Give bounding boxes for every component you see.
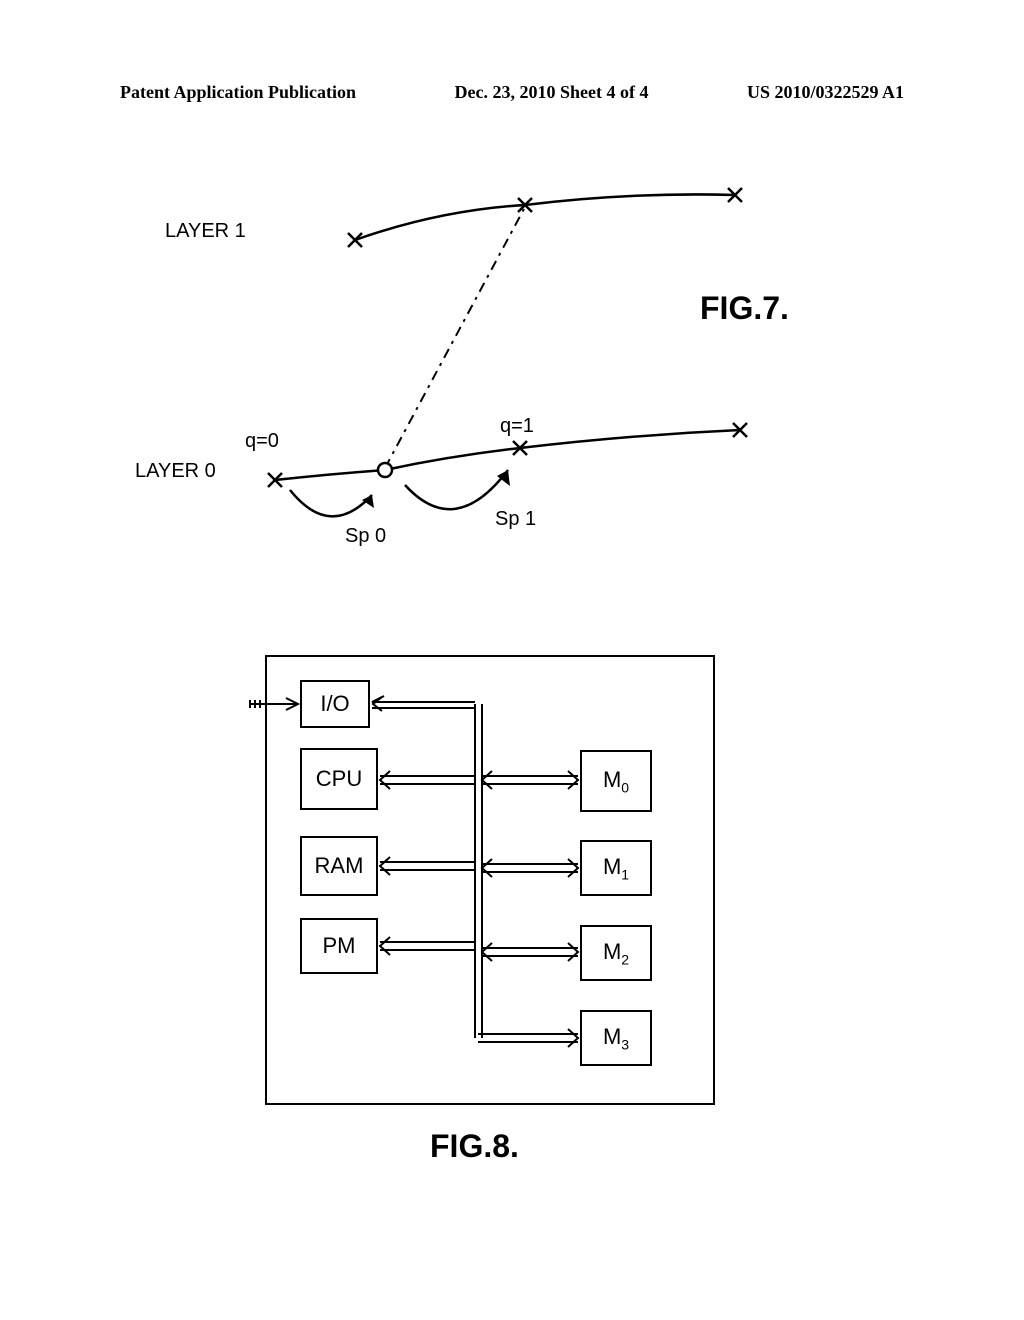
layer0-label: LAYER 0: [135, 460, 216, 483]
m0-text: M0: [603, 767, 629, 795]
m2-block: M2: [580, 925, 652, 981]
q0-label: q=0: [245, 430, 279, 453]
fig7-label: FIG.7.: [700, 290, 789, 327]
m3-text: M3: [603, 1024, 629, 1052]
m2-text: M2: [603, 939, 629, 967]
m1-block: M1: [580, 840, 652, 896]
pm-text: PM: [323, 933, 356, 959]
layer1-label: LAYER 1: [165, 220, 246, 243]
sp1-label: Sp 1: [495, 508, 536, 531]
cpu-block: CPU: [300, 748, 378, 810]
m3-block: M3: [580, 1010, 652, 1066]
io-block: I/O: [300, 680, 370, 728]
m1-text: M1: [603, 854, 629, 882]
q1-label: q=1: [500, 415, 534, 438]
fig8-label: FIG.8.: [430, 1128, 519, 1165]
sp0-label: Sp 0: [345, 525, 386, 548]
ram-text: RAM: [315, 853, 364, 879]
m0-block: M0: [580, 750, 652, 812]
ram-block: RAM: [300, 836, 378, 896]
cpu-text: CPU: [316, 766, 362, 792]
io-text: I/O: [320, 691, 349, 717]
pm-block: PM: [300, 918, 378, 974]
